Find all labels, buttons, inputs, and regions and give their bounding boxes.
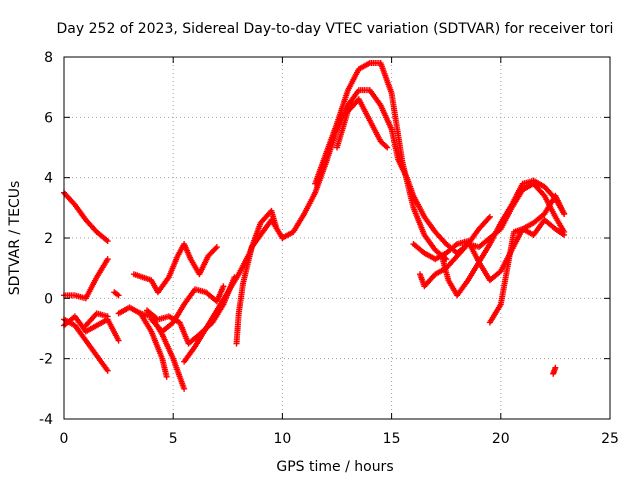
- series-s16: [334, 96, 391, 151]
- series-s2: [61, 256, 111, 302]
- series-s19: [410, 192, 568, 284]
- data-point: [115, 337, 122, 344]
- x-axis-label: GPS time / hours: [276, 459, 393, 475]
- y-axis-label: SDTVAR / TECUs: [7, 181, 23, 296]
- x-tick-label: 25: [601, 431, 619, 447]
- x-tick-label: 0: [60, 431, 69, 447]
- x-tick-label: 20: [492, 431, 510, 447]
- data-point: [212, 245, 219, 252]
- series-s1: [61, 189, 111, 245]
- series-s15: [312, 60, 450, 263]
- series-s20: [486, 216, 568, 326]
- data-markers: [61, 60, 568, 392]
- chart-title: Day 252 of 2023, Sidereal Day-to-day VTE…: [57, 21, 614, 37]
- series-s10: [148, 283, 227, 335]
- series-s21: [550, 364, 559, 377]
- y-tick-label: 6: [44, 110, 53, 126]
- grid-lines: [64, 57, 610, 419]
- data-point: [115, 292, 122, 299]
- data-point: [104, 256, 111, 263]
- x-tick-label: 15: [383, 431, 401, 447]
- axis-ticks: 0 5 10 15 20 25 -4 -2 0 2 4 6 8: [39, 50, 619, 447]
- data-point: [104, 238, 111, 245]
- data-point: [104, 313, 111, 320]
- series-s9: [130, 241, 220, 296]
- y-tick-label: 4: [44, 171, 53, 187]
- series-s5: [82, 310, 111, 329]
- series-s3: [61, 316, 111, 374]
- y-tick-label: -2: [39, 352, 53, 368]
- data-point: [486, 213, 493, 220]
- y-tick-label: 2: [44, 231, 53, 247]
- data-point: [104, 367, 111, 374]
- data-point: [163, 373, 170, 380]
- y-tick-label: 0: [44, 291, 53, 307]
- x-tick-label: 10: [273, 431, 291, 447]
- series-s4: [61, 313, 122, 344]
- y-tick-label: -4: [39, 412, 53, 428]
- series-s13: [233, 216, 286, 347]
- data-point: [220, 283, 227, 290]
- y-tick-label: 8: [44, 50, 53, 66]
- series-s6: [111, 289, 122, 299]
- data-point: [552, 364, 559, 371]
- data-point: [213, 244, 220, 251]
- data-point: [384, 144, 391, 151]
- data-point: [561, 231, 568, 238]
- x-tick-label: 5: [169, 431, 178, 447]
- series-s14: [279, 87, 493, 257]
- data-point: [181, 385, 188, 392]
- data-point: [561, 210, 568, 217]
